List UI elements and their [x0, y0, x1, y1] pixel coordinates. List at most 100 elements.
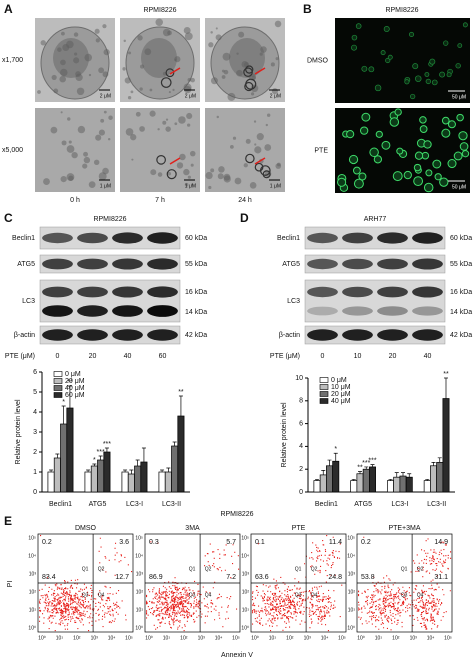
protein-label: β-actin: [14, 332, 35, 339]
cell: [447, 159, 457, 169]
texture: [122, 67, 126, 71]
bar: [53, 457, 61, 493]
cell: [412, 63, 419, 70]
bar: [326, 465, 333, 493]
texture: [167, 172, 172, 176]
scatter-dots: [358, 536, 452, 631]
y-tick-label: 10³: [136, 571, 144, 577]
band: [307, 286, 338, 298]
texture: [66, 145, 75, 153]
quadrant-name: Q1: [82, 566, 89, 572]
error-bar: [67, 385, 72, 408]
error-bar: [141, 447, 146, 462]
texture: [174, 58, 177, 61]
cell: [455, 63, 461, 69]
cell: [383, 26, 390, 33]
legend-label: 60 μM: [65, 392, 85, 399]
error-bar: [437, 457, 442, 463]
error-bar: [388, 479, 393, 481]
y-tick-label: 10⁴: [28, 553, 36, 559]
texture: [184, 32, 193, 41]
significance: **: [67, 379, 73, 386]
cell: [369, 147, 379, 158]
y-tick-label: 10²: [242, 589, 250, 595]
bar: [127, 473, 135, 493]
texture: [98, 129, 105, 136]
band: [412, 286, 443, 298]
texture: [53, 88, 59, 94]
texture: [66, 40, 74, 49]
y-tick-label: 10⁰: [28, 625, 36, 631]
texture: [256, 133, 264, 141]
y-tick-label: 10: [295, 375, 303, 382]
x-tick-label: 10¹: [269, 635, 277, 641]
texture: [223, 175, 231, 183]
cell: [459, 142, 469, 151]
texture: [73, 32, 79, 37]
band: [77, 305, 108, 317]
x-tick-label: 10⁴: [215, 635, 223, 641]
error-bar: [394, 472, 399, 478]
y-tick-label: 10¹: [29, 607, 37, 613]
cell: [423, 140, 432, 149]
quadrant-name: Q4: [205, 592, 212, 598]
texture: [232, 136, 237, 140]
texture: [183, 83, 192, 92]
band: [377, 258, 408, 270]
row-label: x1,700: [2, 57, 23, 64]
x-tick-label: 10⁴: [427, 635, 435, 641]
x-tick-label: 10⁴: [108, 635, 116, 641]
cell: [381, 140, 391, 150]
error-bar: [160, 469, 165, 472]
cell: [439, 71, 446, 78]
cell: [419, 116, 427, 124]
y-tick-label: 10¹: [242, 607, 250, 613]
cell: [446, 72, 452, 78]
error-bar: [129, 469, 134, 474]
cell: [355, 23, 362, 29]
y-tick-label: 10³: [29, 571, 37, 577]
arrow: [254, 67, 266, 75]
texture: [127, 96, 132, 100]
band: [412, 306, 443, 316]
cell: [404, 79, 410, 85]
significance: *: [62, 399, 65, 406]
cell: [414, 151, 424, 160]
texture: [74, 52, 78, 56]
band: [42, 258, 73, 270]
band: [42, 329, 73, 341]
legend-label: 20 μM: [65, 378, 85, 385]
blot-strip: [39, 325, 181, 345]
cell: [396, 147, 404, 155]
significance: **: [443, 371, 449, 378]
cell: [348, 154, 359, 165]
texture: [187, 78, 192, 82]
x-tick-label: 10⁵: [125, 635, 133, 641]
significance: **: [178, 389, 184, 396]
dose-label: 10: [354, 353, 362, 360]
texture: [149, 110, 156, 117]
y-tick-label: 10⁵: [347, 535, 355, 541]
panel-title: RPMI8226: [220, 511, 253, 518]
x-tick-label: 10⁰: [38, 635, 46, 641]
bar: [90, 465, 98, 493]
bar: [319, 474, 327, 493]
texture: [103, 49, 110, 56]
protein-label: β-actin: [279, 332, 300, 339]
protein-label: ATG5: [17, 261, 35, 268]
cell: [413, 176, 424, 187]
x-tick-label: Beclin1: [315, 501, 338, 508]
protein-label: ATG5: [282, 261, 300, 268]
legend-label: 0 μM: [65, 371, 81, 378]
band: [77, 258, 108, 270]
dose-label: 60: [159, 353, 167, 360]
y-tick-label: 2: [299, 466, 303, 473]
bar: [313, 480, 321, 493]
band: [42, 286, 73, 298]
panel-title: RPMI8226: [143, 7, 176, 14]
nucleus: [229, 38, 265, 78]
band: [377, 232, 408, 244]
y-tick-label: 8: [299, 398, 303, 405]
blot-strip: [39, 226, 181, 250]
texture: [60, 68, 68, 77]
